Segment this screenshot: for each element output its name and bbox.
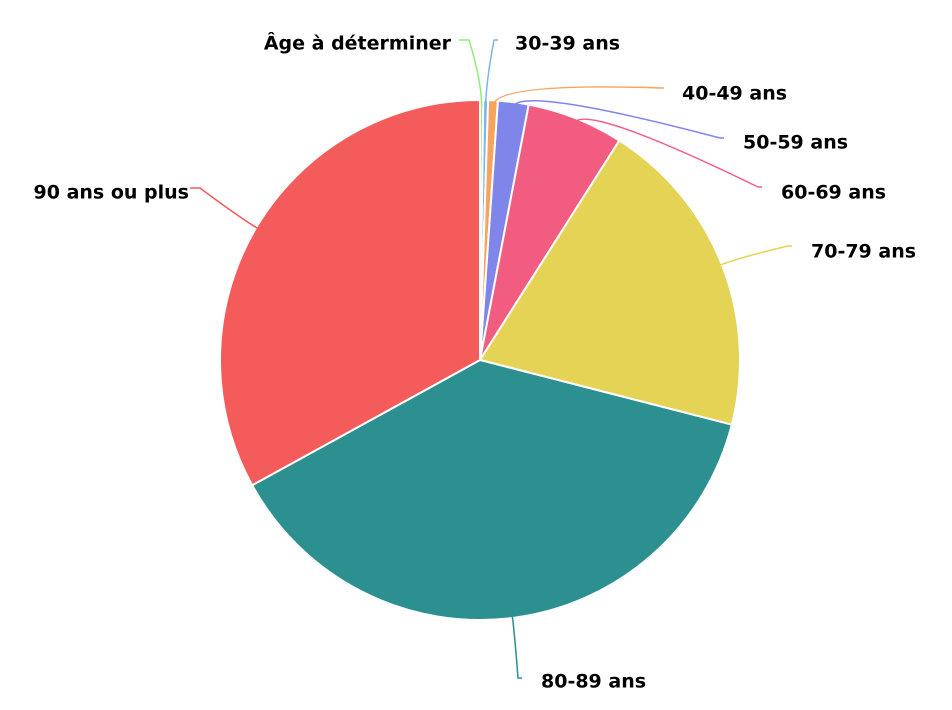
connector-40-49-ans bbox=[492, 86, 664, 107]
connector-50-59-ans bbox=[511, 100, 724, 139]
connector-80-89-ans bbox=[511, 611, 522, 679]
slice-labels: Âge à déterminer 30-39 ans 40-49 ans 50-59 … bbox=[34, 32, 917, 693]
connector-age-a-determiner bbox=[459, 39, 483, 107]
slice-label-60-69-ans: 60-69 ans bbox=[781, 182, 886, 204]
slice-label-40-49-ans: 40-49 ans bbox=[682, 83, 787, 105]
connector-60-69-ans bbox=[572, 118, 762, 188]
connector-70-79-ans bbox=[715, 245, 792, 268]
connector-30-39-ans bbox=[484, 39, 498, 107]
slice-label-80-89-ans: 80-89 ans bbox=[541, 671, 646, 693]
slice-label-50-59-ans: 50-59 ans bbox=[743, 132, 848, 154]
slice-label-age-a-determiner: Âge à déterminer bbox=[264, 32, 452, 55]
slice-label-70-79-ans: 70-79 ans bbox=[811, 241, 916, 263]
slice-label-90-ans-ou-plus: 90 ans ou plus bbox=[34, 182, 189, 204]
pie-slices bbox=[219, 99, 741, 622]
slice-label-30-39-ans: 30-39 ans bbox=[515, 33, 620, 55]
label-connectors bbox=[190, 39, 792, 679]
connector-90-ans-ou-plus bbox=[190, 187, 262, 232]
